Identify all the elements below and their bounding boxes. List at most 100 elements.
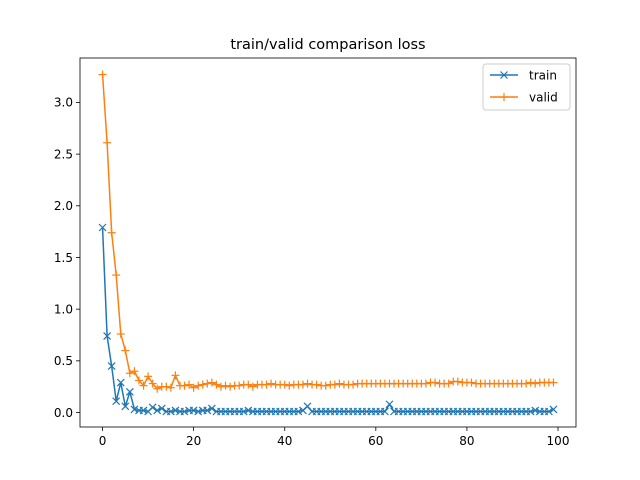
series-train-point xyxy=(107,362,116,370)
series-train-point xyxy=(148,403,157,412)
series-valid-point xyxy=(467,378,476,387)
x-tick-label: 80 xyxy=(459,434,474,448)
series-train-point xyxy=(239,407,248,416)
series-valid-point xyxy=(203,379,212,388)
y-tick-label: 2.0 xyxy=(54,199,73,213)
series-train-point xyxy=(194,407,203,416)
x-tick-label: 0 xyxy=(99,434,107,448)
series-train xyxy=(98,223,558,416)
series-valid-point xyxy=(130,367,139,376)
series-valid-point xyxy=(171,371,180,380)
series-train-point xyxy=(166,407,175,416)
series-valid-point xyxy=(112,271,121,280)
series-valid-point xyxy=(116,329,125,338)
series-valid-point xyxy=(216,382,225,391)
series-valid-point xyxy=(189,383,198,392)
y-tick-label: 1.5 xyxy=(54,251,73,265)
series-valid-point xyxy=(262,380,271,389)
y-tick-label: 0.5 xyxy=(54,354,73,368)
legend: train valid xyxy=(482,63,571,111)
series-train-point xyxy=(294,407,303,416)
series-train-point xyxy=(139,406,148,415)
legend-valid-marker xyxy=(500,93,508,101)
series-train-point xyxy=(549,405,558,414)
y-axis: 0.0 0.5 1.0 1.5 2.0 2.5 3.0 xyxy=(54,96,80,420)
series-valid-point xyxy=(107,228,116,237)
plot-area xyxy=(98,70,558,416)
series-train-point xyxy=(244,406,253,415)
series-train-point xyxy=(116,378,125,387)
series-valid-point xyxy=(226,382,235,391)
series-valid-point xyxy=(421,379,430,388)
series-valid-point xyxy=(121,346,130,355)
series-train-point xyxy=(153,406,162,415)
series-valid-point xyxy=(134,376,143,385)
series-train-point xyxy=(526,407,535,416)
series-valid-point xyxy=(235,381,244,390)
series-valid-point xyxy=(185,380,194,389)
y-tick-label: 0.0 xyxy=(54,406,73,420)
series-valid-point xyxy=(248,382,257,391)
series-valid-point xyxy=(103,138,112,147)
axes-frame xyxy=(79,57,577,428)
series-valid-point xyxy=(335,379,344,388)
series-train-point xyxy=(112,397,121,406)
series-train-point xyxy=(103,332,112,340)
series-valid-point xyxy=(244,380,253,389)
series-train-point xyxy=(157,404,166,413)
series-train-point xyxy=(544,407,553,416)
series-valid-point xyxy=(349,380,358,389)
y-tick-label: 2.5 xyxy=(54,147,73,161)
series-valid-point xyxy=(144,372,153,381)
series-valid-point xyxy=(549,378,558,387)
series-valid-point xyxy=(198,380,207,389)
series-valid-point xyxy=(531,379,540,388)
series-valid-point xyxy=(522,379,531,388)
series-train-point xyxy=(171,406,180,415)
series-valid-point xyxy=(166,383,175,392)
series-train-point xyxy=(381,407,389,416)
series-valid-point xyxy=(153,384,162,393)
series-train-point xyxy=(125,387,134,396)
series-train-point xyxy=(207,404,216,413)
legend-train-label: train xyxy=(529,69,557,83)
x-tick-label: 60 xyxy=(368,434,383,448)
series-train-point xyxy=(203,406,212,415)
series-valid-point xyxy=(98,70,107,79)
series-valid-point xyxy=(180,381,189,390)
x-axis: 0 20 40 60 80 100 xyxy=(99,427,570,448)
series-train-point xyxy=(130,405,139,414)
series-valid-point xyxy=(285,381,294,390)
series-valid xyxy=(98,70,558,393)
series-valid-point xyxy=(139,381,148,390)
series-valid-point xyxy=(194,381,203,390)
series-valid-point xyxy=(221,381,230,390)
series-train-point xyxy=(531,406,540,415)
series-train-point xyxy=(189,406,198,415)
series-valid-point xyxy=(207,378,216,387)
series-valid-point xyxy=(312,380,321,389)
series-valid-point xyxy=(162,382,171,391)
series-valid-point xyxy=(303,379,312,388)
series-valid-point xyxy=(267,379,276,388)
legend-valid-label: valid xyxy=(529,91,558,105)
series-valid-point xyxy=(212,380,221,389)
series-train-point xyxy=(121,402,130,411)
series-train-line xyxy=(101,227,554,413)
y-tick-label: 1.0 xyxy=(54,302,73,316)
series-train-point xyxy=(180,407,189,416)
legend-train-marker xyxy=(500,71,508,79)
chart-title: train/valid comparison loss xyxy=(230,37,425,53)
series-valid-point xyxy=(330,380,339,389)
series-valid-point xyxy=(453,377,462,386)
series-valid-point xyxy=(321,381,330,390)
y-tick-label: 3.0 xyxy=(54,96,73,110)
series-valid-point xyxy=(298,380,307,389)
series-valid-point xyxy=(526,378,535,387)
series-valid-point xyxy=(280,380,289,389)
x-tick-label: 100 xyxy=(547,434,570,448)
series-train-point xyxy=(98,223,107,232)
series-valid-point xyxy=(125,369,134,378)
series-valid-point xyxy=(431,378,440,387)
